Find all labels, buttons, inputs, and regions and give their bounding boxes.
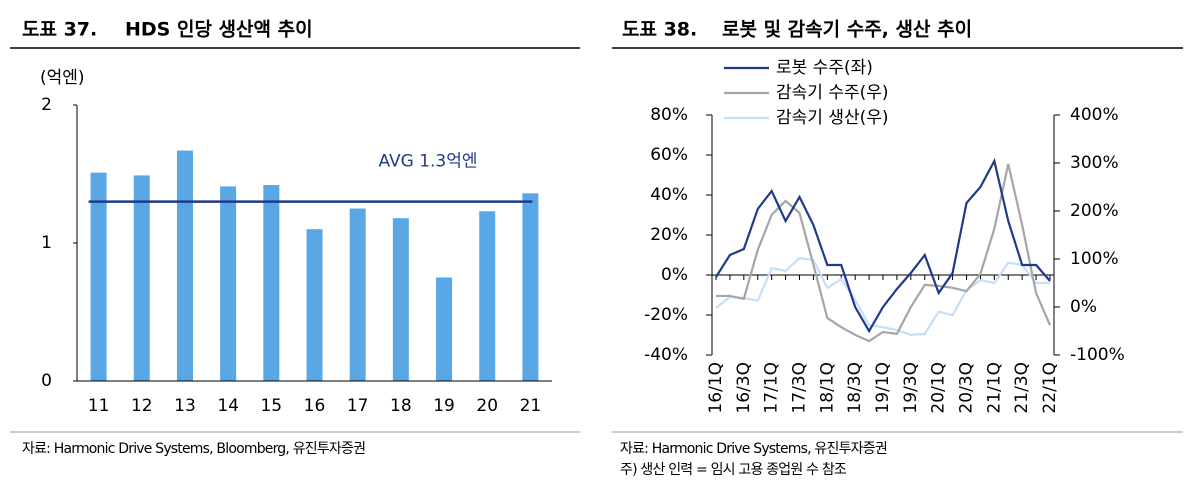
avg-label: AVG 1.3억엔 — [378, 152, 477, 172]
figure-label: 도표 37. — [22, 19, 97, 41]
bar — [306, 229, 323, 381]
x-tick-label: 20/1Q — [929, 362, 949, 414]
bar — [90, 172, 107, 381]
x-tick-label: 14 — [217, 396, 239, 416]
x-tick-label: 18/1Q — [817, 362, 837, 414]
x-tick-label: 17/1Q — [762, 362, 782, 414]
bar — [220, 186, 237, 381]
y2-tick-label: 400% — [1070, 105, 1119, 125]
bar — [176, 150, 193, 381]
x-tick-label: 11 — [88, 396, 110, 416]
x-tick-label: 20 — [476, 396, 498, 416]
bar — [263, 185, 280, 381]
line-series — [715, 157, 1051, 334]
y-tick-label: 0% — [661, 265, 688, 285]
line-series — [716, 163, 1052, 343]
bar — [522, 193, 539, 381]
source: 자료: Harmonic Drive Systems, Bloomberg, 유… — [22, 441, 365, 457]
x-tick-label: 22/1Q — [1040, 362, 1060, 414]
x-tick-label: 16/3Q — [734, 362, 754, 414]
y2-tick-label: -100% — [1070, 345, 1125, 365]
bar — [479, 211, 496, 381]
x-tick-label: 21 — [520, 396, 542, 416]
bar — [349, 208, 366, 381]
y-axis-label: (억엔) — [40, 68, 85, 88]
bar — [133, 175, 150, 381]
y-tick-label: -40% — [644, 345, 688, 365]
y2-tick-label: 100% — [1070, 249, 1119, 269]
x-tick-label: 17 — [347, 396, 369, 416]
y-tick-label: 1 — [41, 233, 52, 253]
y-tick-label: 80% — [650, 105, 688, 125]
y-tick-label: 60% — [650, 145, 688, 165]
y2-tick-label: 0% — [1070, 297, 1097, 317]
x-tick-label: 19/1Q — [873, 362, 893, 414]
legend-label: 로봇 수주(좌) — [776, 58, 873, 78]
x-tick-label: 19/3Q — [901, 362, 921, 414]
source: 자료: Harmonic Drive Systems, 유진투자증권 — [620, 441, 887, 457]
y2-tick-label: 300% — [1070, 153, 1119, 173]
bar — [436, 277, 453, 381]
note: 주) 생산 인력 = 임시 고용 종업원 수 참조 — [620, 462, 847, 478]
y2-tick-label: 200% — [1070, 201, 1119, 221]
chart-title: HDS 인당 생산액 추이 — [125, 19, 313, 41]
x-tick-label: 18 — [390, 396, 412, 416]
x-tick-label: 16/1Q — [706, 362, 726, 414]
x-tick-label: 13 — [174, 396, 196, 416]
legend-label: 감속기 수주(우) — [776, 83, 889, 103]
x-tick-label: 20/3Q — [957, 362, 977, 414]
y-tick-label: -20% — [644, 305, 688, 325]
bar — [392, 218, 409, 381]
x-tick-label: 17/3Q — [790, 362, 810, 414]
x-tick-label: 18/3Q — [845, 362, 865, 414]
legend-label: 감속기 생산(우) — [776, 108, 889, 128]
x-tick-label: 16 — [304, 396, 326, 416]
line-series — [715, 256, 1050, 336]
x-tick-label: 21/3Q — [1012, 362, 1032, 414]
y-tick-label: 2 — [41, 95, 52, 115]
chart-title: 로봇 및 감속기 수주, 생산 추이 — [722, 19, 972, 41]
y-tick-label: 20% — [650, 225, 688, 245]
x-tick-label: 21/1Q — [984, 362, 1004, 414]
x-tick-label: 12 — [131, 396, 153, 416]
x-tick-label: 19 — [433, 396, 455, 416]
figure-label: 도표 38. — [622, 19, 697, 41]
y-tick-label: 40% — [650, 185, 688, 205]
y-tick-label: 0 — [41, 371, 52, 391]
x-tick-label: 15 — [260, 396, 282, 416]
